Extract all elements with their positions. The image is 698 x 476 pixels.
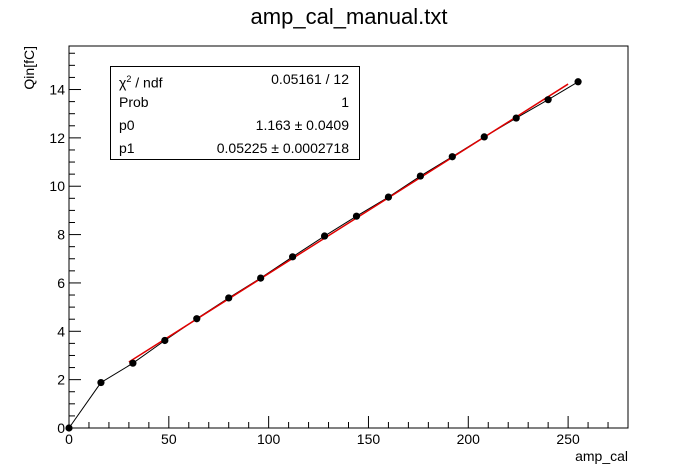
data-point (161, 336, 169, 345)
prob-label: Prob (119, 94, 149, 110)
x-tick-label: 250 (556, 431, 580, 447)
y-tick-label: 12 (49, 130, 65, 146)
fit-line (128, 83, 569, 363)
y-tick-label: 0 (57, 420, 65, 436)
stats-row-p1: p1 0.05225 ± 0.0002718 (119, 137, 349, 159)
x-axis-label: amp_cal (575, 448, 628, 464)
y-tick-label: 2 (57, 372, 65, 388)
data-point (544, 96, 552, 104)
axis-ticks (68, 52, 629, 429)
data-point (512, 114, 520, 122)
x-tick-label: 100 (257, 431, 281, 447)
data-point (193, 315, 201, 323)
y-tick-label: 6 (57, 275, 65, 291)
p0-label: p0 (119, 117, 135, 133)
data-point (352, 212, 361, 220)
tick-labels: 0 50 100 150 200 250 0 2 4 6 8 10 12 14 (49, 82, 580, 447)
data-point (97, 378, 105, 387)
y-tick-label: 14 (49, 82, 65, 98)
stats-row-prob: Prob 1 (119, 91, 349, 113)
data-point (384, 193, 393, 201)
p1-value: 0.05225 ± 0.0002718 (216, 140, 349, 156)
prob-value: 1 (341, 94, 349, 110)
chart-title: amp_cal_manual.txt (250, 4, 448, 29)
y-axis-label: Qin[fC] (21, 46, 37, 90)
fit-stats-box: χ2 / ndf 0.05161 / 12 Prob 1 p0 1.163 ± … (110, 66, 360, 160)
data-point (225, 294, 233, 302)
data-point (289, 253, 297, 261)
stats-row-p0: p0 1.163 ± 0.0409 (119, 114, 349, 136)
chi2-label: χ2 / ndf (119, 74, 163, 91)
data-point (65, 424, 73, 432)
data-point (574, 78, 582, 86)
data-point (448, 153, 456, 161)
y-tick-label: 8 (57, 227, 65, 243)
data-point (320, 232, 329, 240)
p1-label: p1 (119, 140, 135, 156)
data-points (65, 78, 582, 432)
data-point (257, 274, 265, 282)
y-tick-label: 4 (57, 323, 65, 339)
p0-value: 1.163 ± 0.0409 (255, 117, 349, 133)
data-point (129, 359, 137, 367)
data-point (480, 133, 488, 141)
stats-row-chi2: χ2 / ndf 0.05161 / 12 (119, 68, 349, 91)
y-tick-label: 10 (49, 178, 65, 194)
data-point (416, 172, 424, 180)
x-tick-label: 50 (161, 431, 177, 447)
x-tick-label: 200 (457, 431, 481, 447)
x-tick-label: 150 (357, 431, 381, 447)
chi2-value: 0.05161 / 12 (271, 71, 349, 87)
x-tick-label: 0 (65, 431, 73, 447)
